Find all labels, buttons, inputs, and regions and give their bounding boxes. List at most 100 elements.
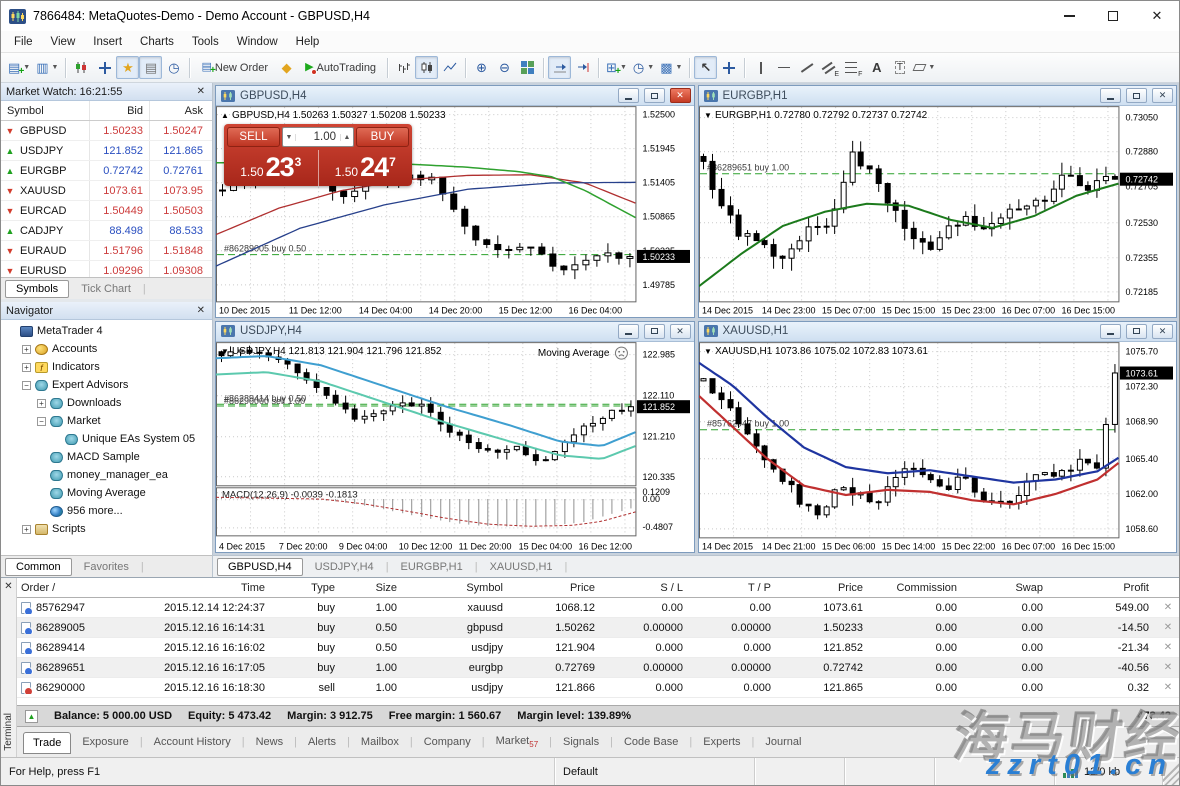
- terminal-tab-company[interactable]: Company: [423, 736, 471, 748]
- fibonacci-tool-button[interactable]: F: [842, 56, 865, 79]
- strateg-tester-button[interactable]: ◷: [162, 56, 185, 79]
- text-tool-button[interactable]: A: [865, 56, 888, 79]
- line-chart-mode-button[interactable]: [438, 56, 461, 79]
- horizontal-line-tool-button[interactable]: [772, 56, 795, 79]
- tree-expander-icon[interactable]: +: [22, 524, 31, 534]
- bar-chart-mode-button[interactable]: [392, 56, 415, 79]
- close-chart-button[interactable]: ✕: [669, 88, 691, 103]
- column-header-order-[interactable]: Order /: [21, 581, 56, 594]
- close-position-icon[interactable]: ✕: [1163, 602, 1173, 613]
- market-watch-row-usdjpy[interactable]: ▲ USDJPY 121.852 121.865: [1, 141, 212, 161]
- chart-tab-xauusd-h1[interactable]: XAUUSD,H1: [489, 560, 553, 573]
- data-window-toggle-button[interactable]: [93, 56, 116, 79]
- tree-expander-icon[interactable]: −: [22, 380, 31, 390]
- tree-expander-icon[interactable]: +: [22, 362, 31, 372]
- close-chart-button[interactable]: ✕: [1152, 323, 1173, 339]
- candlestick-mode-button[interactable]: [415, 56, 439, 79]
- close-navigator-icon[interactable]: ✕: [196, 305, 205, 316]
- minimize-chart-button[interactable]: [617, 323, 639, 339]
- close-market-watch-icon[interactable]: ✕: [196, 86, 205, 97]
- terminal-tab-account-history[interactable]: Account History: [153, 736, 231, 748]
- column-header-type[interactable]: Type: [311, 581, 335, 594]
- tree-expander-icon[interactable]: +: [22, 344, 31, 354]
- zoom-in-button[interactable]: ⊕: [470, 56, 493, 79]
- restore-chart-button[interactable]: [643, 323, 665, 339]
- close-position-icon[interactable]: ✕: [1163, 682, 1173, 693]
- chart-tab-usdjpy-h4[interactable]: USDJPY,H4: [314, 560, 374, 573]
- terminal-tab-alerts[interactable]: Alerts: [307, 736, 337, 748]
- resize-grip[interactable]: [1163, 758, 1179, 785]
- navigator-item-expert-advisors[interactable]: − Expert Advisors: [1, 376, 212, 394]
- cursor-tool-button[interactable]: ↖: [694, 56, 718, 79]
- usdjpy-chart-canvas[interactable]: 122.985 122.110 121.210 120.335 #86289414 bu…: [216, 341, 694, 553]
- tree-expander-icon[interactable]: −: [37, 416, 46, 426]
- close-window-button[interactable]: ✕: [1151, 8, 1163, 23]
- navigator-item-money-manager-ea[interactable]: money_manager_ea: [1, 466, 212, 484]
- volume-value[interactable]: 1.00: [313, 131, 336, 143]
- terminal-tab-experts[interactable]: Experts: [703, 736, 741, 748]
- terminal-tab-trade[interactable]: Trade: [23, 732, 72, 754]
- terminal-tab-signals[interactable]: Signals: [563, 736, 600, 748]
- menu-view[interactable]: View: [50, 35, 76, 48]
- menu-tools[interactable]: Tools: [191, 35, 219, 48]
- column-header-swap[interactable]: Swap: [1015, 581, 1043, 594]
- tab-symbols[interactable]: Symbols: [5, 279, 70, 298]
- navigator-item-scripts[interactable]: + Scripts: [1, 520, 212, 538]
- market-watch-toggle-button[interactable]: [70, 56, 93, 79]
- terminal-tab-exposure[interactable]: Exposure: [82, 736, 129, 748]
- volume-down-icon[interactable]: ▼: [283, 133, 296, 141]
- auto-scroll-button[interactable]: [548, 56, 572, 79]
- navigator-item-956-more-[interactable]: 956 more...: [1, 502, 212, 520]
- shapes-tool-button[interactable]: ▼: [911, 56, 938, 79]
- xauusd-chart-canvas[interactable]: 1075.70 1072.30 1068.90 1065.40 1062.00 1058.…: [698, 341, 1177, 553]
- close-chart-button[interactable]: ✕: [669, 323, 691, 339]
- maximize-window-button[interactable]: [1091, 1, 1135, 31]
- chart-title-bar-xauusd[interactable]: XAUUSD,H1 ✕: [698, 321, 1176, 342]
- navigator-item-unique-eas-system-05[interactable]: Unique EAs System 05: [1, 430, 212, 448]
- chart-tab-gbpusd-h4[interactable]: GBPUSD,H4: [217, 557, 303, 576]
- chart-title-bar-usdjpy[interactable]: USDJPY,H4 ✕: [216, 321, 694, 342]
- chart-title-bar-gbpusd[interactable]: GBPUSD,H4 ✕: [216, 86, 694, 106]
- minimize-chart-button[interactable]: [1100, 323, 1121, 339]
- sell-button[interactable]: SELL: [227, 127, 280, 147]
- market-watch-row-eurgbp[interactable]: ▲ EURGBP 0.72742 0.72761: [1, 161, 212, 181]
- menu-file[interactable]: File: [14, 35, 33, 48]
- navigator-item-accounts[interactable]: + Accounts: [1, 340, 212, 358]
- chart-shift-button[interactable]: [571, 56, 594, 79]
- zoom-out-button[interactable]: ⊖: [493, 56, 516, 79]
- menu-insert[interactable]: Insert: [93, 35, 123, 48]
- order-row-86290000[interactable]: 86290000 2015.12.16 16:18:30 sell 1.00 usdjp…: [17, 678, 1179, 698]
- sell-price[interactable]: 1.50 23 3: [240, 152, 302, 182]
- tab-tick-chart[interactable]: Tick Chart: [81, 282, 131, 295]
- new-order-button[interactable]: ▤ + New Order: [201, 61, 269, 76]
- column-header-price[interactable]: Price: [837, 581, 863, 594]
- navigator-item-market[interactable]: − Market: [1, 412, 212, 430]
- buy-price[interactable]: 1.50 24 7: [317, 150, 413, 186]
- menu-help[interactable]: Help: [295, 35, 320, 48]
- market-watch-row-eurusd[interactable]: ▼ EURUSD 1.09296 1.09308: [1, 261, 212, 277]
- menu-window[interactable]: Window: [236, 35, 278, 48]
- vertical-line-tool-button[interactable]: [749, 56, 772, 79]
- column-header-price[interactable]: Price: [569, 581, 595, 594]
- status-profile[interactable]: Default: [555, 758, 755, 785]
- chart-title-bar-eurgbp[interactable]: EURGBP,H1 ✕: [698, 86, 1176, 106]
- timeframes-button[interactable]: ◷ ▼: [632, 59, 655, 75]
- terminal-tab-news[interactable]: News: [255, 736, 284, 748]
- minimize-chart-button[interactable]: [617, 88, 639, 103]
- close-position-icon[interactable]: ✕: [1163, 642, 1173, 653]
- navigator-item-downloads[interactable]: + Downloads: [1, 394, 212, 412]
- close-chart-button[interactable]: ✕: [1152, 88, 1173, 103]
- restore-chart-button[interactable]: [643, 88, 665, 103]
- volume-stepper[interactable]: ▼ 1.00 ▲: [282, 127, 354, 147]
- market-watch-header[interactable]: Market Watch: 16:21:55 ✕: [1, 83, 212, 101]
- chart-tab-eurgbp-h1[interactable]: EURGBP,H1: [400, 560, 463, 573]
- column-header-size[interactable]: Size: [375, 581, 397, 594]
- navigator-item-macd-sample[interactable]: MACD Sample: [1, 448, 212, 466]
- terminal-tab-market[interactable]: Market57: [495, 734, 539, 750]
- menu-charts[interactable]: Charts: [140, 35, 174, 48]
- autotrading-button[interactable]: ▶ AutoTrading: [305, 61, 377, 75]
- templates-button[interactable]: ▩ ▼: [660, 59, 683, 75]
- terminal-tab-journal[interactable]: Journal: [765, 736, 802, 748]
- restore-chart-button[interactable]: [1126, 88, 1147, 103]
- symbol-column-header[interactable]: Symbol: [7, 104, 44, 117]
